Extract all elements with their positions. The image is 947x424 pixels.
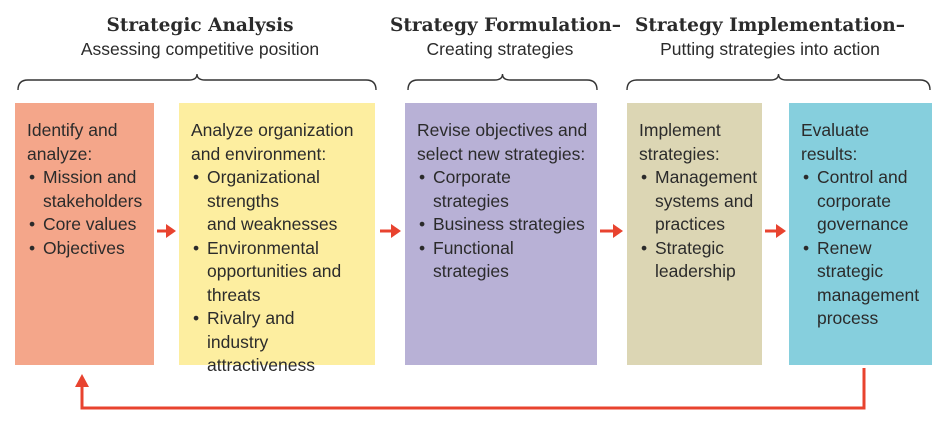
bullet-item: Control and corporate governance [801,166,924,237]
bullet-list: Mission and stakeholders Core values Obj… [27,166,146,260]
box-revise-objectives: Revise objectives and select new strateg… [405,103,597,365]
phase-strategy-implementation: Strategy Implementation– Putting strateg… [610,14,930,60]
phase-title: Strategy Formulation– [390,15,621,36]
box-lead: Revise objectives and select new strateg… [417,120,588,164]
phase-subtitle: Putting strategies into action [660,39,880,59]
right-arrow-icon [600,224,623,238]
box-analyze-organization: Analyze organization and environment: Or… [179,103,375,375]
right-arrow-icon [380,224,401,238]
bullet-item: Mission and stakeholders [27,166,146,213]
bullet-item: Organizational strengths and weaknesses [191,166,367,237]
phase-subtitle: Assessing competitive position [80,39,320,59]
phase-bracket [17,73,377,91]
bullet-list: Control and corporate governance Renew s… [801,166,924,331]
phase-bracket [626,73,931,91]
bullet-list: Corporate strategies Business strategies… [417,166,589,284]
box-implement-strategies: Implement strategies: Management systems… [627,103,762,365]
phase-title: Strategic Analysis [106,15,294,36]
bullet-list: Management systems and practices Strateg… [639,166,757,284]
box-identify-analyze: Identify and analyze: Mission and stakeh… [15,103,154,365]
bullet-item: Business strategies [417,213,589,237]
phase-strategic-analysis: Strategic Analysis Assessing competitive… [40,14,360,60]
phase-bracket [407,73,598,91]
right-arrow-icon [157,224,176,238]
phase-strategy-formulation: Strategy Formulation– Creating strategie… [390,14,621,60]
phase-title: Strategy Implementation– [635,15,905,36]
bullet-item: Functional strategies [417,237,589,284]
bullet-item: Core values [27,213,146,237]
bullet-item: Strategic leadership [639,237,754,284]
bullet-item: Environmental opportunities and threats [191,237,367,308]
box-lead: Implement strategies: [639,120,721,164]
box-lead: Identify and analyze: [27,120,118,164]
bullet-item: Management systems and practices [639,166,757,237]
right-arrow-icon [765,224,786,238]
bullet-item: Corporate strategies [417,166,589,213]
box-evaluate-results: Evaluate results: Control and corporate … [789,103,932,365]
box-lead: Analyze organization and environment: [191,120,354,164]
box-lead: Evaluate results: [801,120,870,164]
bullet-item: Rivalry and industry attractiveness [191,307,367,378]
bullet-list: Organizational strengths and weaknesses … [191,166,367,378]
bullet-item: Objectives [27,237,146,261]
phase-subtitle: Creating strategies [426,39,574,59]
phase-brackets [17,73,931,91]
feedback-loop-arrow [75,368,866,410]
flow-arrows [157,224,786,238]
bullet-item: Renew strategic management process [801,237,924,331]
